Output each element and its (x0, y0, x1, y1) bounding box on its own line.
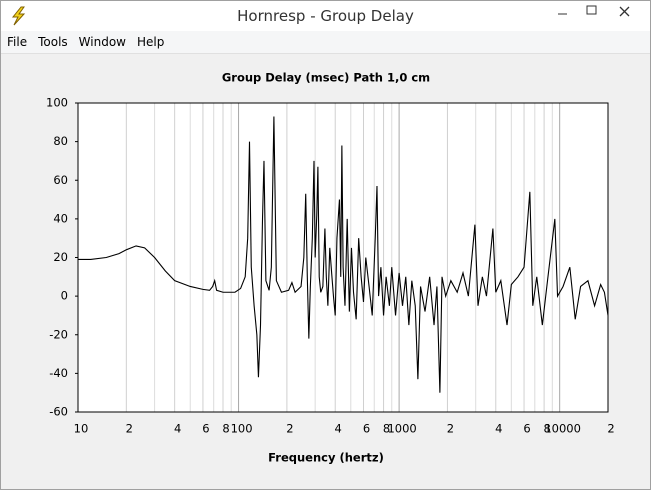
y-tick-label: -40 (49, 366, 68, 380)
x-tick-label: 6 (363, 422, 370, 436)
y-tick-label: 80 (53, 134, 68, 148)
y-tick-label: -20 (49, 327, 68, 341)
x-tick-label: 10000 (544, 422, 581, 436)
x-tick-label: 2 (286, 422, 293, 436)
x-tick-label: 6 (523, 422, 530, 436)
x-axis-label: Frequency (hertz) (268, 451, 384, 465)
x-tick-label: 100 (231, 422, 253, 436)
window-title: Hornresp - Group Delay (237, 7, 414, 25)
chart: Group Delay (msec) Path 1,0 cm Frequency… (46, 71, 615, 465)
x-tick-label: 2 (126, 422, 133, 436)
title-bar: Hornresp - Group Delay (1, 1, 650, 31)
y-tick-label: 60 (53, 173, 68, 187)
window-controls[interactable] (550, 1, 650, 23)
y-tick-label: -60 (49, 405, 68, 419)
x-tick-label: 4 (495, 422, 502, 436)
app-icon (11, 6, 26, 26)
x-tick-label: 2 (447, 422, 454, 436)
x-tick-label: 4 (335, 422, 342, 436)
x-tick-label: 8 (543, 422, 550, 436)
y-tick-label: 20 (53, 250, 68, 264)
x-tick-label: 8 (383, 422, 390, 436)
x-tick-label: 2 (607, 422, 614, 436)
maximize-button[interactable] (586, 5, 597, 15)
x-tick-label: 8 (222, 422, 229, 436)
x-tick-label: 4 (174, 422, 181, 436)
y-tick-label: 0 (61, 289, 68, 303)
x-tick-label: 1000 (387, 422, 416, 436)
x-tick-label: 10 (74, 422, 89, 436)
plot-frame (77, 102, 609, 413)
y-tick-label: 100 (46, 96, 68, 110)
menu-item[interactable]: Help (136, 35, 165, 49)
x-tick-label: 6 (202, 422, 209, 436)
chart-title: Group Delay (msec) Path 1,0 cm (222, 71, 430, 85)
data-line (78, 116, 609, 393)
close-button[interactable] (619, 6, 630, 17)
menu-item[interactable]: File (7, 35, 28, 49)
y-tick-label: 40 (53, 211, 68, 225)
menu-item[interactable]: Window (78, 35, 126, 49)
menu-bar: File Tools Window Help (1, 31, 650, 54)
menu-item[interactable]: Tools (38, 35, 68, 49)
